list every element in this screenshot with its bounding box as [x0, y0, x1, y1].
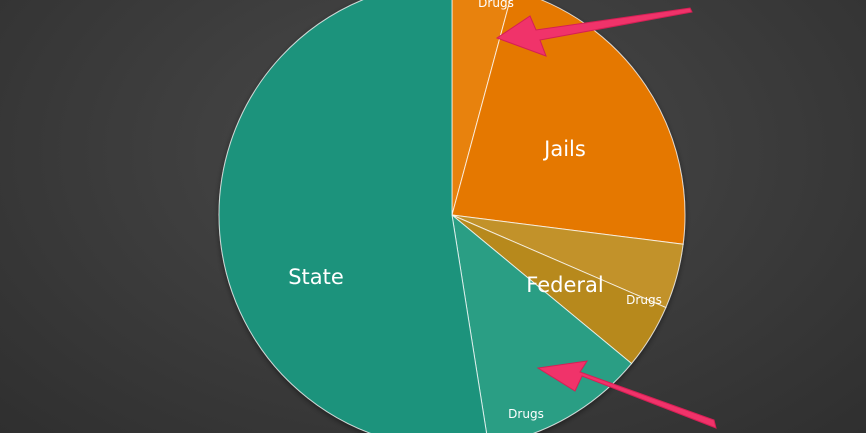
- slice-jails: [451, 0, 686, 245]
- arrow-state-drugs: [536, 360, 717, 429]
- federal-drugs-label: Drugs: [626, 293, 662, 307]
- jails-drugs-label: Drugs: [478, 0, 514, 10]
- slice-state: [218, 0, 488, 433]
- state-label: State: [288, 265, 344, 289]
- pie-labels: Drugs Jails Drugs Federal Drugs State: [288, 0, 662, 421]
- pie-slices: [218, 0, 686, 433]
- annotation-arrows: [495, 7, 717, 429]
- jails-label: Jails: [542, 137, 586, 161]
- state-drugs-label: Drugs: [508, 407, 544, 421]
- arrow-jails-drugs: [495, 7, 693, 57]
- federal-label: Federal: [526, 273, 603, 297]
- slice-state-drugs: [451, 213, 633, 433]
